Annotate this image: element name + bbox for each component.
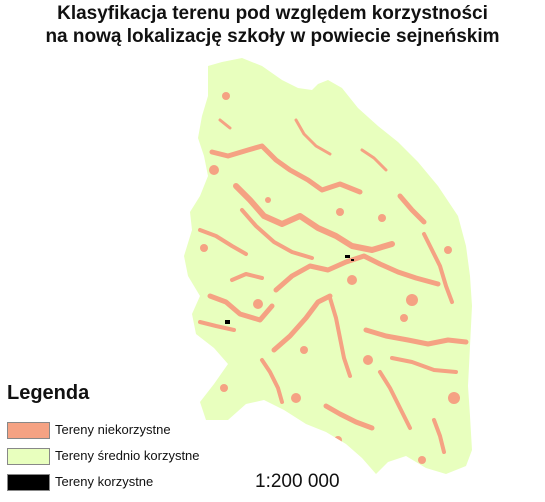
map-title: Klasyfikacja terenu pod względem korzyst… (0, 2, 545, 48)
favorable-terrain (225, 255, 354, 324)
legend-swatch-favorable (7, 474, 50, 491)
unfavorable-patches (200, 92, 460, 464)
legend-label-favorable: Tereny korzystne (55, 474, 154, 489)
legend-title: Legenda (7, 382, 90, 404)
legend-label-medium: Tereny średnio korzystne (55, 448, 200, 463)
legend-swatch-medium (7, 448, 50, 465)
unfavorable-terrain (198, 118, 469, 454)
map-title-line-2: na nową lokalizację szkoły w powiecie se… (45, 26, 500, 47)
district-area (184, 58, 472, 474)
legend-swatch-unfavorable (7, 422, 50, 439)
map-title-line-1: Klasyfikacja terenu pod względem korzyst… (57, 3, 488, 24)
legend-label-unfavorable: Tereny niekorzystne (55, 422, 171, 437)
map-scale: 1:200 000 (255, 471, 340, 492)
